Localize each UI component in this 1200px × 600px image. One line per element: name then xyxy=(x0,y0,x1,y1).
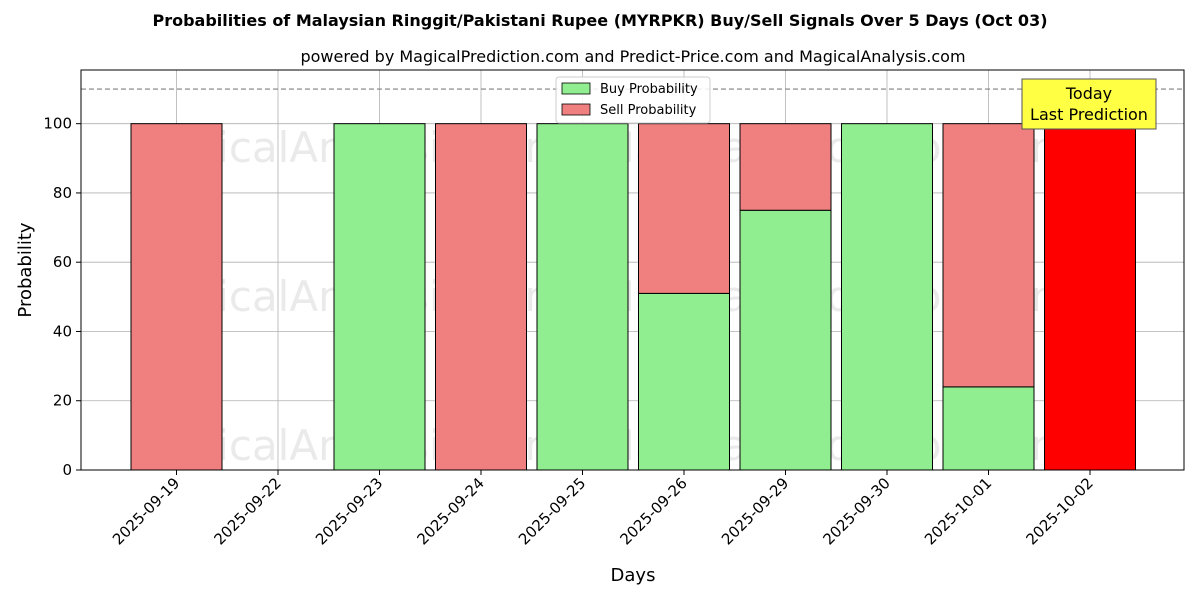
plot-frame xyxy=(80,69,1185,471)
sell-bar xyxy=(739,123,832,211)
buy-bar xyxy=(739,209,832,471)
y-tick-label: 100 xyxy=(43,115,72,133)
legend-box xyxy=(555,76,711,124)
y-tick-label: 40 xyxy=(53,322,72,340)
y-tick-label: 0 xyxy=(62,461,72,479)
highlight-bar xyxy=(1044,123,1136,471)
sell-bar xyxy=(435,123,527,471)
chart-subtitle: powered by MagicalPrediction.com and Pre… xyxy=(300,47,965,66)
y-tick-label: 20 xyxy=(53,392,72,410)
buy-bar xyxy=(841,123,933,471)
buy-bar xyxy=(536,123,629,471)
sell-bar xyxy=(130,123,223,471)
x-axis-label: Days xyxy=(611,565,656,586)
annotation-line-2: Last Prediction xyxy=(1030,105,1148,124)
y-tick-label: 80 xyxy=(53,184,72,202)
buy-bar xyxy=(333,123,426,471)
chart-legend: Buy Probability Sell Probability xyxy=(555,76,711,124)
y-tick-label: 60 xyxy=(53,253,72,271)
buy-bar xyxy=(638,292,730,471)
legend-swatch xyxy=(561,82,591,95)
chart-title: Probabilities of Malaysian Ringgit/Pakis… xyxy=(152,11,1047,30)
legend-label: Sell Probability xyxy=(600,103,697,118)
annotation-box xyxy=(1021,78,1157,130)
annotation-line-1: Today xyxy=(1065,84,1112,103)
buy-bar xyxy=(942,386,1035,471)
y-axis-label: Probability xyxy=(15,222,36,317)
legend-label: Buy Probability xyxy=(600,82,698,97)
today-annotation: Today Last Prediction xyxy=(1021,78,1157,130)
sell-bar xyxy=(942,123,1035,388)
legend-swatch xyxy=(561,103,591,116)
sell-bar xyxy=(638,123,730,294)
